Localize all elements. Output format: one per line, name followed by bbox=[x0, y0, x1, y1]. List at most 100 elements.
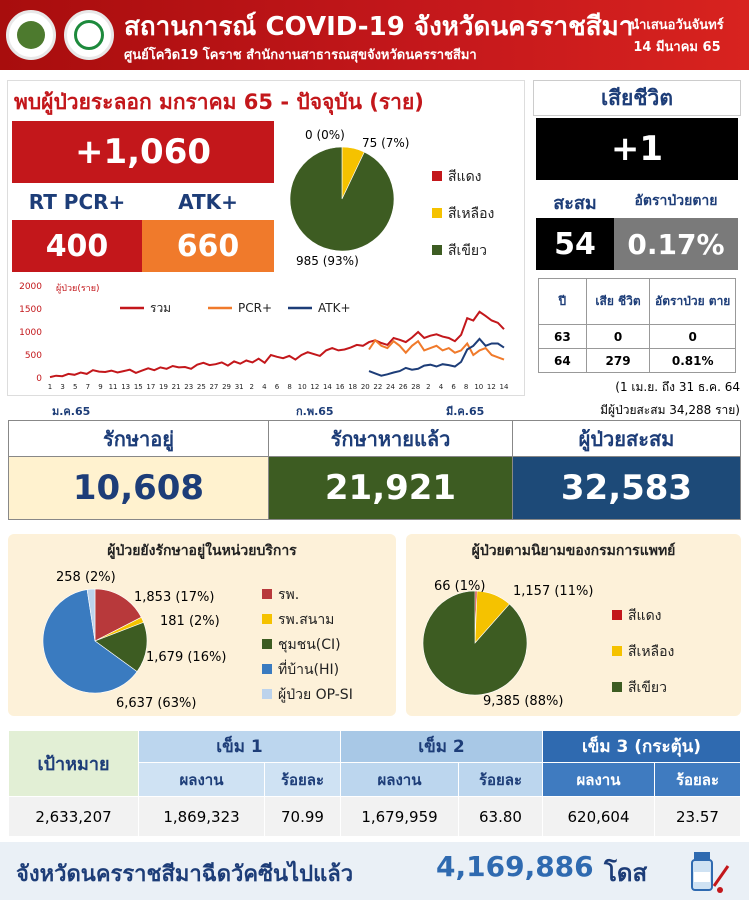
legend-label-3: ATK+ bbox=[318, 301, 351, 315]
pie2-legend-field-hospital: รพ.สนาม bbox=[262, 609, 334, 631]
pie2-legend-hi: ที่บ้าน(HI) bbox=[262, 659, 339, 681]
pie1-label-green: 985 (93%) bbox=[296, 254, 359, 268]
x-tick-label: 9 bbox=[98, 383, 102, 391]
x-tick-label: 27 bbox=[209, 383, 218, 391]
recovered-value: 21,921 bbox=[269, 457, 512, 519]
vaccine-dose2: 1,679,959 bbox=[340, 796, 459, 837]
y-tick-label: 1500 bbox=[19, 305, 42, 315]
pie-slice-3 bbox=[289, 146, 395, 252]
month-label-jan: ม.ค.65 bbox=[52, 405, 91, 418]
x-tick-label: 25 bbox=[197, 383, 206, 391]
y-tick-label: 2000 bbox=[19, 282, 42, 292]
x-tick-label: 4 bbox=[439, 383, 444, 391]
deaths-new: +1 bbox=[536, 118, 738, 180]
summary-stats-row: รักษาอยู่ 10,608 รักษาหายแล้ว 21,921 ผู้… bbox=[8, 420, 741, 520]
x-tick-label: 2 bbox=[250, 383, 254, 391]
pie3-legend-green: สีเขียว bbox=[612, 677, 667, 699]
line-chart-ylabel: ผู้ป่วย(ราย) bbox=[56, 284, 100, 294]
x-tick-label: 7 bbox=[86, 383, 90, 391]
x-tick-label: 4 bbox=[262, 383, 267, 391]
x-tick-label: 11 bbox=[109, 383, 118, 391]
legend-label-2: PCR+ bbox=[238, 301, 272, 315]
treating-label: รักษาอยู่ bbox=[9, 421, 268, 457]
x-tick-label: 12 bbox=[310, 383, 319, 391]
pie2-label-opsi: 258 (2%) bbox=[56, 570, 116, 585]
page-subtitle: ศูนย์โควิด19 โคราช สำนักงานสาธารณสุขจังห… bbox=[124, 48, 477, 63]
pie-slice-5 bbox=[86, 588, 96, 642]
footer-unit: โดส bbox=[604, 859, 648, 887]
pie2-label-ci: 1,679 (16%) bbox=[146, 650, 227, 665]
death-rate: 0.17% bbox=[614, 218, 738, 270]
series-line-1 bbox=[49, 310, 505, 379]
atk-value: 660 bbox=[142, 220, 274, 272]
rt-pcr-label: RT PCR+ bbox=[28, 190, 126, 214]
vaccine-target: 2,633,207 bbox=[8, 796, 139, 837]
pie-slice-3 bbox=[422, 590, 528, 696]
pie1-label-red: 0 (0%) bbox=[305, 128, 345, 142]
x-tick-label: 24 bbox=[386, 383, 395, 391]
col-header-dose1: เข็ม 1 bbox=[138, 730, 341, 763]
pie3-label-red: 66 (1%) bbox=[434, 579, 486, 594]
vaccine-dose2-pct: 63.80 bbox=[458, 796, 543, 837]
treating-value: 10,608 bbox=[9, 457, 268, 519]
page-title: สถานการณ์ COVID-19 จังหวัดนครราชสีมา bbox=[124, 12, 634, 42]
x-tick-label: 13 bbox=[121, 383, 130, 391]
pie2-label-hospital: 1,853 (17%) bbox=[134, 590, 215, 605]
x-tick-label: 28 bbox=[411, 383, 420, 391]
col-header-dose1-pct: ร้อยละ bbox=[264, 762, 341, 797]
treatment-location-pie-chart bbox=[42, 588, 148, 694]
footer-bar bbox=[0, 842, 749, 900]
legend-label-1: รวม bbox=[150, 301, 171, 315]
footer-vaccine-total: 4,169,886 bbox=[436, 850, 594, 883]
vaccine-table: เป้าหมาย เข็ม 1 เข็ม 2 เข็ม 3 (กระตุ้น) … bbox=[8, 730, 741, 837]
deaths-cumulative: 54 bbox=[536, 218, 614, 270]
x-tick-label: 14 bbox=[323, 383, 332, 391]
pie2-label-field-hospital: 181 (2%) bbox=[160, 614, 220, 629]
x-tick-label: 26 bbox=[399, 383, 408, 391]
pie2-legend-ci: ชุมชน(CI) bbox=[262, 634, 341, 656]
vaccine-vial-icon bbox=[691, 852, 730, 893]
col-header-dose3-pct: ร้อยละ bbox=[654, 762, 741, 797]
vaccine-dose3: 620,604 bbox=[542, 796, 655, 837]
pie2-legend-opsi: ผู้ป่วย OP-SI bbox=[262, 684, 353, 706]
table-row: 63 0 0 bbox=[538, 324, 736, 349]
pie1-legend-yellow: สีเหลือง bbox=[432, 203, 494, 225]
col-header-dose2-result: ผลงาน bbox=[340, 762, 459, 797]
x-tick-label: 2 bbox=[426, 383, 430, 391]
provincial-seal-logo bbox=[6, 10, 56, 60]
header-bar bbox=[0, 0, 749, 70]
deaths-title: เสียชีวิต bbox=[533, 80, 741, 116]
x-tick-label: 1 bbox=[48, 383, 52, 391]
col-header-dose1-result: ผลงาน bbox=[138, 762, 265, 797]
rt-pcr-value: 400 bbox=[12, 220, 142, 272]
report-day: นำเสนอวันจันทร์ bbox=[630, 18, 724, 33]
series-line-2 bbox=[368, 338, 505, 361]
x-tick-label: 12 bbox=[487, 383, 496, 391]
table-row: 64 279 0.81% bbox=[538, 348, 736, 373]
col-header-deaths: เสีย ชีวิต bbox=[585, 278, 651, 325]
pie3-legend-red: สีแดง bbox=[612, 605, 662, 627]
x-tick-label: 18 bbox=[348, 383, 357, 391]
vaccine-dose1-pct: 70.99 bbox=[264, 796, 341, 837]
pie3-legend-yellow: สีเหลือง bbox=[612, 641, 674, 663]
col-header-dose2: เข็ม 2 bbox=[340, 730, 543, 763]
report-date: 14 มีนาคม 65 bbox=[633, 40, 721, 55]
total-label: ผู้ป่วยสะสม bbox=[513, 421, 740, 457]
pie1-legend-red: สีแดง bbox=[432, 166, 482, 188]
month-label-feb: ก.พ.65 bbox=[296, 405, 334, 418]
deaths-by-year-table: ปี เสีย ชีวิต อัตราป่วย ตาย 63 0 0 64 27… bbox=[538, 278, 736, 373]
col-header-dose2-pct: ร้อยละ bbox=[458, 762, 543, 797]
treating-card: รักษาอยู่ 10,608 bbox=[9, 421, 269, 519]
table-row: 2,633,207 1,869,323 70.99 1,679,959 63.8… bbox=[8, 796, 741, 837]
col-header-rate: อัตราป่วย ตาย bbox=[649, 278, 736, 325]
pie-slice-1 bbox=[94, 588, 142, 642]
total-card: ผู้ป่วยสะสม 32,583 bbox=[513, 421, 740, 519]
col-header-dose3: เข็ม 3 (กระตุ้น) bbox=[542, 730, 741, 763]
pie1-legend-green: สีเขียว bbox=[432, 240, 487, 262]
pie-slice-3 bbox=[94, 622, 148, 672]
new-cases-title: พบผู้ป่วยระลอก มกราคม 65 - ปัจจุบัน (ราย… bbox=[14, 90, 424, 114]
col-header-year: ปี bbox=[538, 278, 587, 325]
series-line-3 bbox=[368, 337, 505, 377]
x-tick-label: 6 bbox=[275, 383, 280, 391]
